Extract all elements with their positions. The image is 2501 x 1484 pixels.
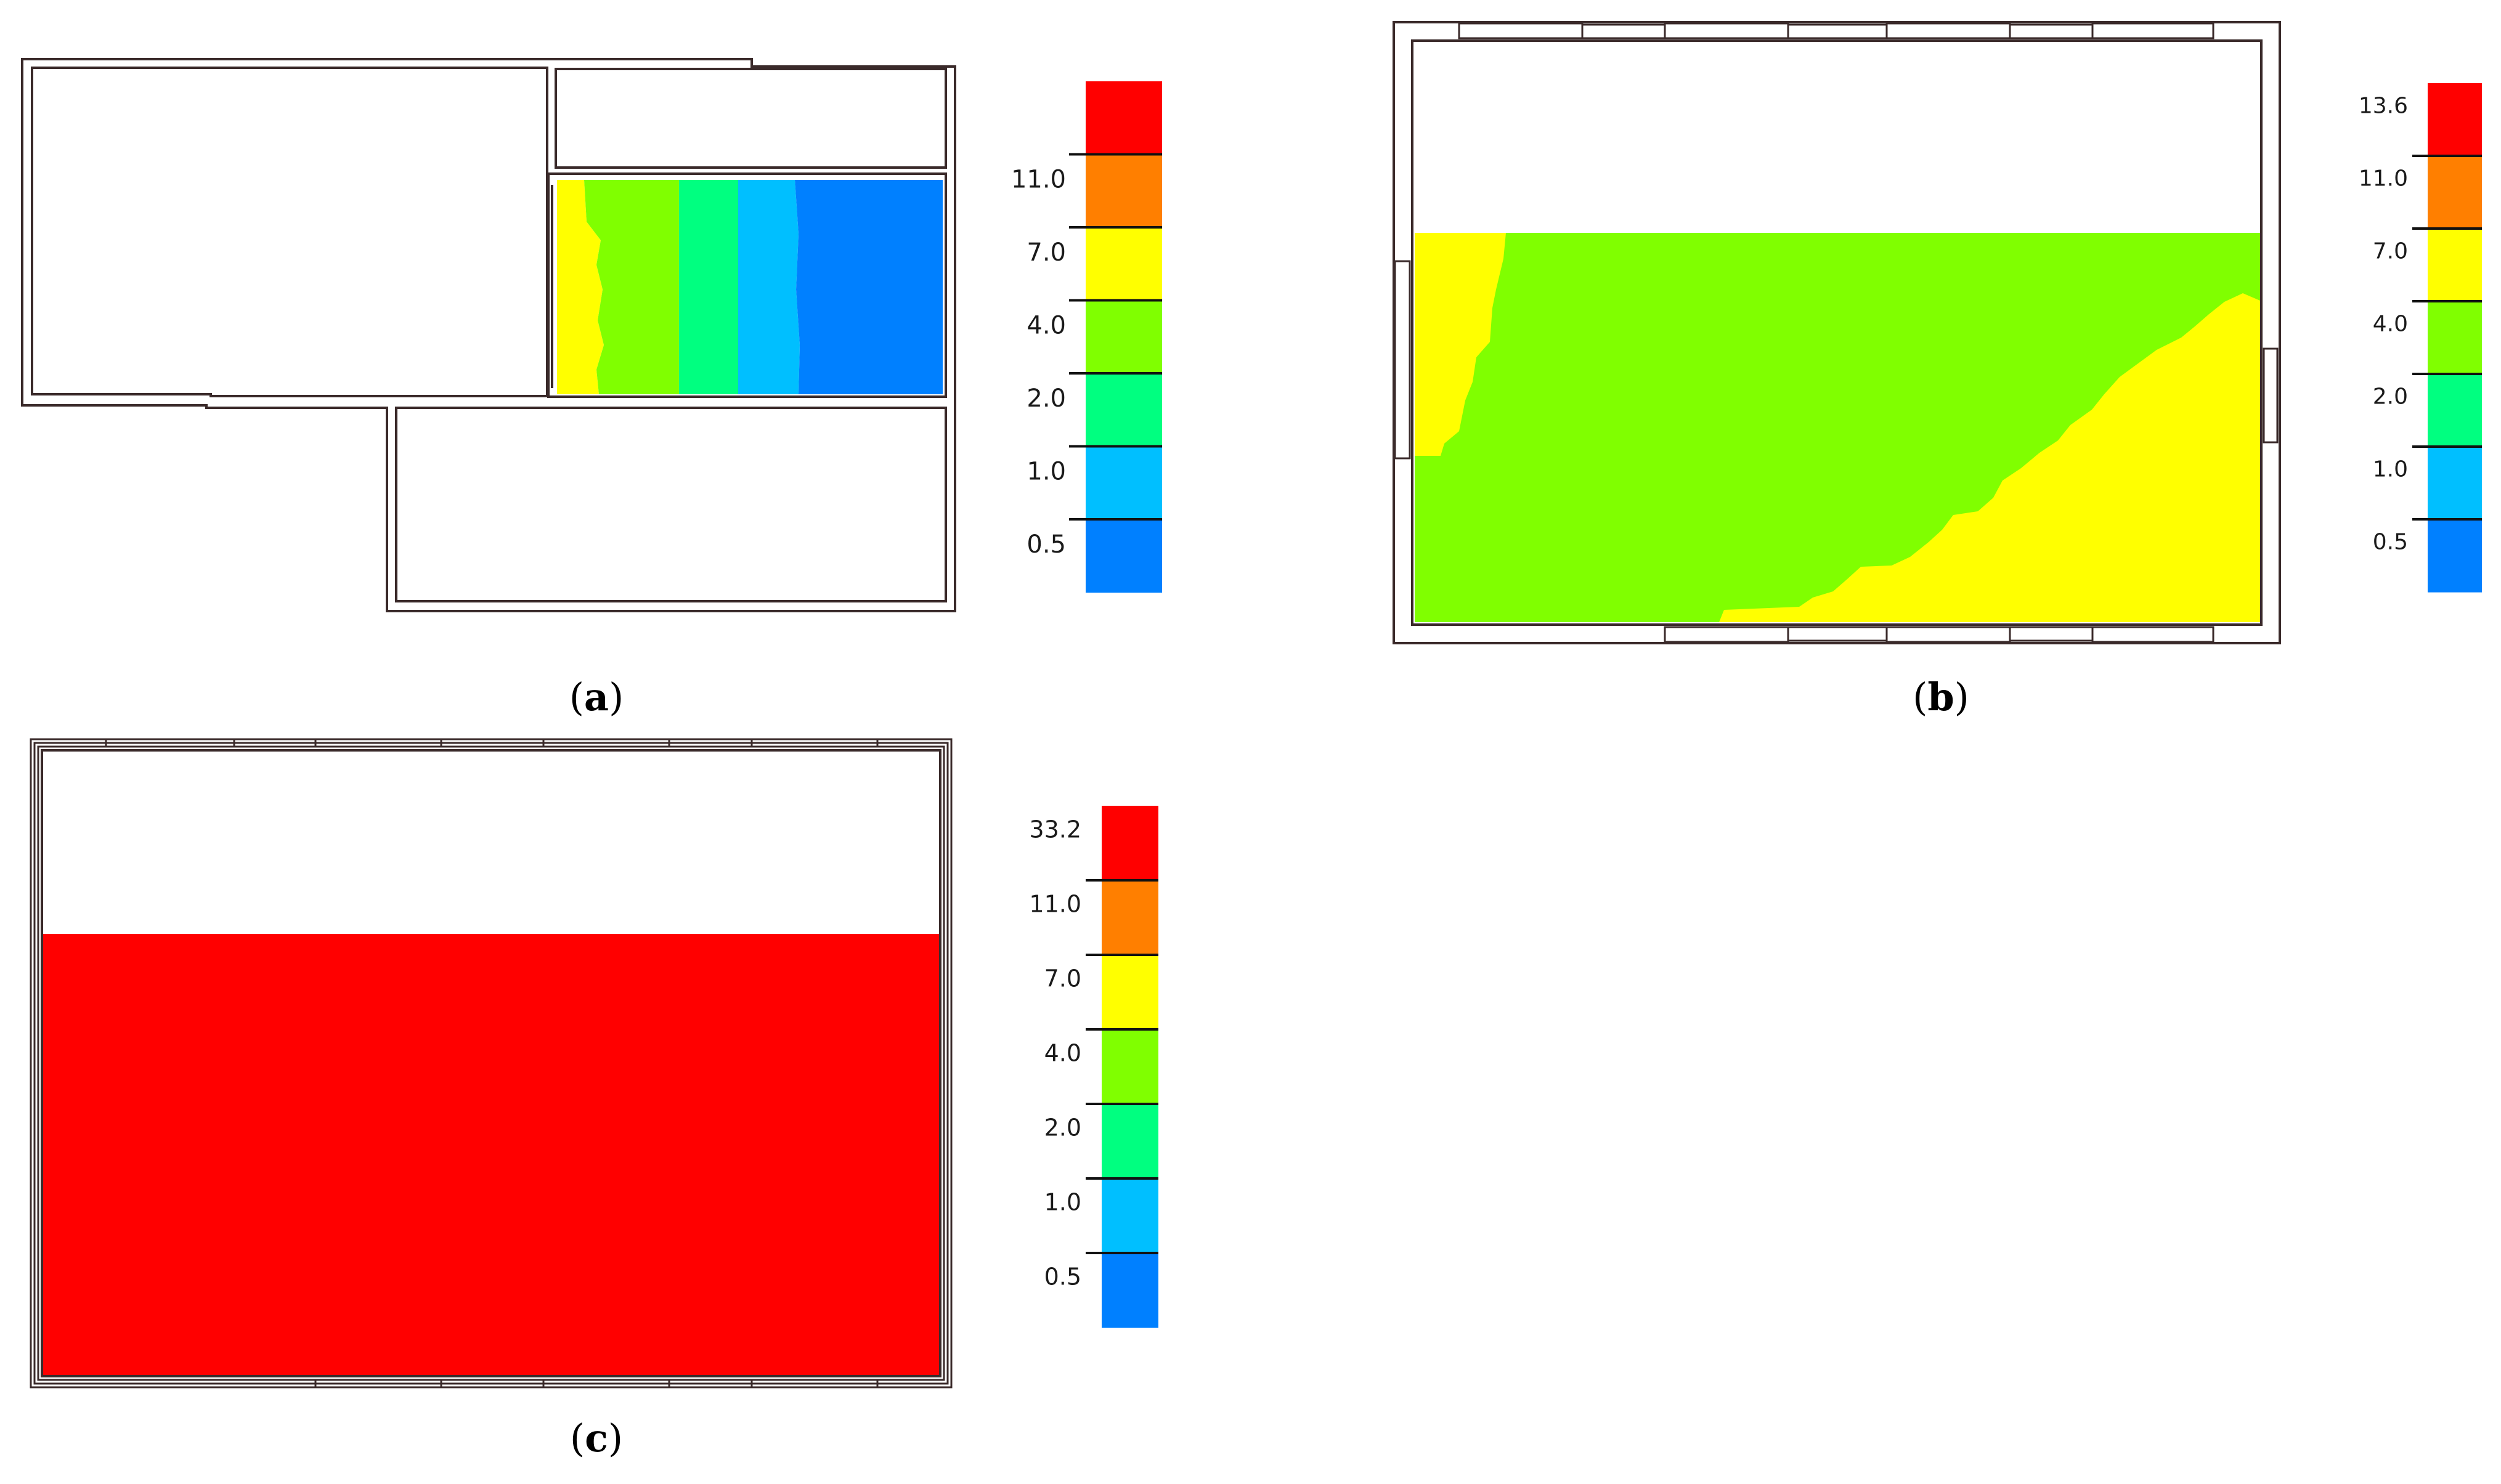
legend-c-swatch-0 — [1102, 806, 1158, 881]
top-windows-b — [1458, 22, 2214, 39]
band-blue-a — [795, 180, 943, 394]
legend-b-swatch-6 — [2428, 519, 2482, 593]
legend-b-label-6: 0.5 — [2373, 530, 2408, 555]
right-window-b — [2263, 347, 2279, 444]
room-top-right — [555, 68, 947, 169]
room-middle-right-wall — [547, 172, 947, 398]
legend-c-label-0: 33.2 — [1029, 816, 1081, 843]
legend-b-swatch-2 — [2428, 229, 2482, 302]
panel-c: (c) — [30, 738, 953, 1461]
legend-c-swatch-1 — [1102, 880, 1158, 955]
legend-b-swatch-4 — [2428, 374, 2482, 447]
legend-c-label-1: 11.0 — [1029, 890, 1081, 917]
legend-c-swatch-4 — [1102, 1104, 1158, 1179]
outer-wall-b — [1393, 21, 2281, 644]
legend-b-swatch-1 — [2428, 156, 2482, 229]
legends: 11.0 7.0 4.0 2.0 1.0 0.5 13.6 11.0 7.0 4.0 2.0 1.0 0… — [1011, 81, 2482, 1328]
legend-c-label-5: 1.0 — [1044, 1188, 1081, 1215]
outer-wall-c-2 — [33, 742, 949, 1385]
legend-b-swatch-0 — [2428, 83, 2482, 156]
legend-a-swatch-6 — [1086, 519, 1162, 593]
legend-c: 33.2 11.0 7.0 4.0 2.0 1.0 0.5 — [1029, 806, 1158, 1328]
legend-c-label-2: 7.0 — [1044, 965, 1081, 992]
legend-b-label-1: 11.0 — [2359, 166, 2408, 192]
inner-wall-b — [1411, 39, 2263, 626]
heatmap-b — [1415, 233, 2260, 622]
legend-a-swatch-0 — [1086, 81, 1162, 155]
legend-b-label-3: 4.0 — [2373, 312, 2408, 337]
legend-c-swatch-3 — [1102, 1029, 1158, 1105]
legend-c-swatch-5 — [1102, 1178, 1158, 1254]
band-yellow-a — [557, 180, 604, 394]
left-window-b — [1394, 260, 1411, 460]
inner-wall-c — [41, 749, 941, 1377]
wall-ticks-c — [105, 739, 879, 1387]
band-yellow-b-left — [1415, 233, 1506, 456]
legend-a-label-6: 0.5 — [1027, 530, 1066, 559]
outer-wall-c-3 — [37, 745, 945, 1381]
caption-b: (b) — [1913, 675, 1969, 720]
band-green-a — [584, 180, 679, 394]
legend-b-label-0: 13.6 — [2359, 94, 2408, 119]
legend-c-swatch-6 — [1102, 1253, 1158, 1328]
legend-a-swatch-1 — [1086, 154, 1162, 228]
caption-c: (c) — [570, 1416, 623, 1461]
legend-a-label-4: 2.0 — [1027, 384, 1066, 413]
caption-a: (a) — [569, 675, 624, 720]
floor-plan-b — [1393, 21, 2281, 644]
legend-a: 11.0 7.0 4.0 2.0 1.0 0.5 — [1011, 81, 1162, 593]
bottom-windows-b — [1664, 626, 2214, 643]
legend-c-swatch-2 — [1102, 955, 1158, 1030]
legend-c-label-3: 4.0 — [1044, 1039, 1081, 1066]
heatmap-a — [557, 180, 943, 394]
legend-b-label-2: 7.0 — [2373, 239, 2408, 264]
band-red-c — [43, 934, 939, 1375]
legend-b-label-5: 1.0 — [2373, 457, 2408, 482]
panel-a: (a) — [21, 58, 956, 720]
band-skyblue-a — [738, 180, 800, 394]
legend-a-swatch-3 — [1086, 300, 1162, 374]
legend-a-label-3: 4.0 — [1027, 312, 1066, 340]
legend-c-label-4: 2.0 — [1044, 1114, 1081, 1141]
legend-b: 13.6 11.0 7.0 4.0 2.0 1.0 0.5 — [2359, 83, 2482, 593]
legend-a-swatch-4 — [1086, 373, 1162, 447]
legend-b-swatch-5 — [2428, 447, 2482, 520]
legend-b-swatch-3 — [2428, 301, 2482, 375]
floor-plan-c — [30, 738, 953, 1389]
legend-a-label-1: 11.0 — [1011, 166, 1066, 194]
outer-wall-c-1 — [30, 738, 953, 1389]
legend-a-label-2: 7.0 — [1027, 238, 1066, 267]
band-yellow-b-right — [1719, 293, 2260, 622]
panel-b: (b) — [1393, 21, 2281, 720]
legend-b-label-4: 2.0 — [2373, 384, 2408, 410]
outer-wall-a — [21, 58, 956, 612]
room-bottom — [395, 407, 947, 602]
band-teal-a — [679, 180, 738, 394]
legend-c-label-6: 0.5 — [1044, 1263, 1081, 1290]
legend-a-swatch-2 — [1086, 227, 1162, 301]
floor-plan-a — [21, 58, 956, 612]
inner-wall-a — [31, 67, 548, 397]
legend-a-swatch-5 — [1086, 446, 1162, 520]
legend-a-label-5: 1.0 — [1027, 458, 1066, 486]
